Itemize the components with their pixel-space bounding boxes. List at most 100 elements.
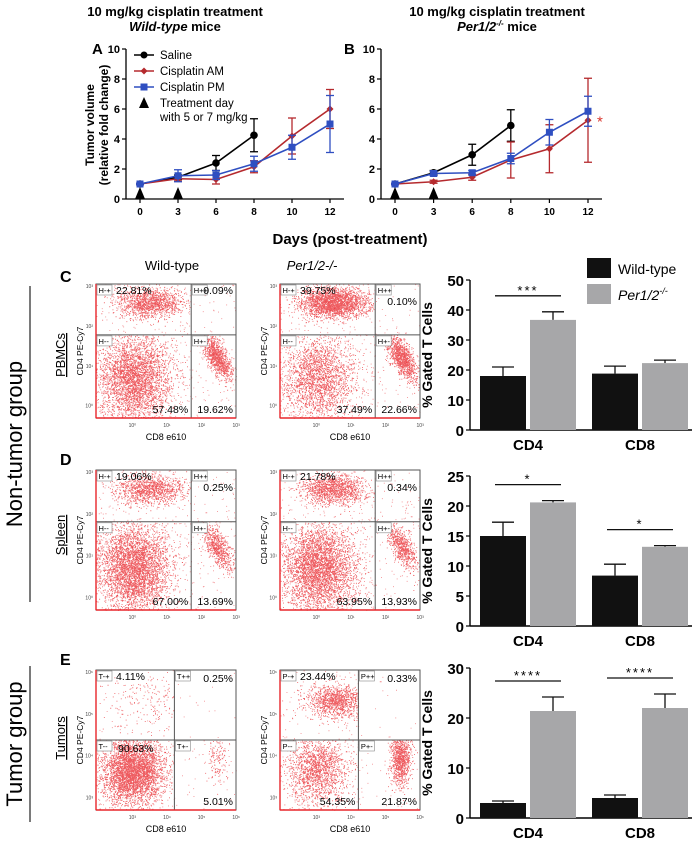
panel-letter-d: D bbox=[60, 452, 72, 469]
x-tick-label: 10⁰ bbox=[313, 615, 321, 621]
flow-event-cloud bbox=[280, 521, 374, 611]
series-line-cisplatin-am bbox=[139, 108, 331, 185]
y-tick-label: 30 bbox=[447, 661, 464, 678]
x-tick-label: 12 bbox=[324, 207, 336, 218]
bar-y-axis-label: % Gated T Cells bbox=[419, 690, 435, 796]
flow-plot-per1-2-: H-+ H++ H-- H+- 21.78% 0.34% 63.95% 13.93% 10³ 10… bbox=[259, 469, 424, 621]
y-tick-label: 10² bbox=[270, 324, 278, 330]
flow-event-cloud bbox=[384, 740, 418, 804]
gate-tag-box bbox=[375, 284, 392, 296]
flow-event-cloud bbox=[281, 284, 376, 329]
y-tick-label: 10³ bbox=[270, 795, 278, 801]
y-tick-label: 6 bbox=[114, 104, 120, 116]
x-tick-label: 10² bbox=[198, 423, 206, 429]
gate-tag-box bbox=[96, 522, 113, 534]
y-tick-label: 10⁴ bbox=[269, 754, 277, 760]
flow-event-cloud bbox=[380, 522, 421, 591]
gate-percent-ur: 0.25% bbox=[203, 673, 233, 685]
x-tick-label: 3 bbox=[431, 207, 437, 218]
y-tick-label: 10¹ bbox=[270, 554, 278, 560]
gate-tag-box bbox=[375, 335, 392, 347]
gate-percent-ll: 54.35% bbox=[320, 796, 356, 808]
x-tick-label: 10³ bbox=[417, 423, 425, 429]
y-tick-label: 15 bbox=[447, 529, 464, 546]
gate-tag-box bbox=[175, 670, 191, 682]
flow-event-cloud bbox=[101, 284, 192, 327]
x-tick-label: 10¹ bbox=[347, 423, 355, 429]
gate-tag-label: H-+ bbox=[283, 472, 296, 481]
flow-x-axis-label: CD8 e610 bbox=[146, 432, 187, 442]
x-tick-label: 10⁶ bbox=[232, 815, 240, 821]
x-tick-label: 10² bbox=[382, 423, 390, 429]
flow-event-cloud bbox=[197, 521, 236, 578]
gate-tag-label: H+- bbox=[194, 337, 207, 346]
line-shared-xlabel: Days (post-treatment) bbox=[272, 231, 427, 248]
y-tick-label: 10¹ bbox=[86, 364, 94, 370]
x-tick-label: 8 bbox=[508, 207, 514, 218]
y-tick-label: 20 bbox=[447, 363, 464, 380]
line-chart-b: 0 2 4 6 8 10 0 3 6 8 10 12 * bbox=[363, 44, 603, 218]
gate-percent-ur: 0.34% bbox=[387, 482, 417, 494]
tumor-group-label: Tumor group bbox=[2, 681, 27, 806]
x-tick-label: 10⁵ bbox=[198, 815, 206, 821]
bar-y-axis-label: % Gated T Cells bbox=[419, 498, 435, 604]
non-tumor-group-label: Non-tumor group bbox=[2, 361, 27, 527]
gate-tag-label: T++ bbox=[177, 672, 191, 681]
y-tick-label: 20 bbox=[447, 499, 464, 516]
x-tick-label: CD4 bbox=[513, 633, 544, 650]
data-point bbox=[468, 169, 476, 177]
y-tick-label: 10² bbox=[86, 512, 94, 518]
row-label-spleen: Spleen bbox=[53, 515, 68, 555]
y-tick-label: 10 bbox=[447, 393, 464, 410]
flow-y-axis-label: CD4 PE-Cy7 bbox=[259, 326, 269, 375]
gate-percent-ll: 63.95% bbox=[337, 596, 373, 608]
gate-tag-box bbox=[191, 470, 208, 482]
bar-cd4-per12 bbox=[530, 502, 576, 626]
gate-percent-ll: 90.63% bbox=[118, 743, 154, 755]
data-point bbox=[391, 180, 399, 188]
data-point bbox=[288, 143, 296, 151]
gate-tag-label: H-- bbox=[99, 337, 110, 346]
x-tick-label: 12 bbox=[582, 207, 594, 218]
flow-cytometry-rows: C PBMCs H-+ H++ H-- H+- 22.81% 0.09% 57.48% 19.62… bbox=[53, 269, 424, 834]
gate-percent-ul: 21.78% bbox=[300, 471, 336, 483]
bar-chart-e: 0 10 20 30 CD4 **** CD8 **** % Gated T Cells bbox=[419, 661, 692, 842]
x-tick-label: 6 bbox=[469, 207, 475, 218]
legend-label: Saline bbox=[160, 50, 192, 62]
data-point bbox=[545, 145, 553, 153]
legend-label: with 5 or 7 mg/kg bbox=[159, 112, 248, 124]
gate-percent-ur: 0.10% bbox=[387, 296, 417, 308]
row-label-tumors: Tumors bbox=[53, 716, 68, 760]
data-point bbox=[136, 180, 144, 188]
y-tick-label: 0 bbox=[456, 811, 464, 828]
y-tick-label: 10⁰ bbox=[85, 595, 93, 601]
gate-tag-box bbox=[191, 335, 208, 347]
y-tick-label: 10³ bbox=[86, 795, 94, 801]
gate-tag-label: H+- bbox=[378, 337, 391, 346]
y-tick-label: 0 bbox=[369, 194, 375, 206]
gate-tag-label: H-- bbox=[283, 524, 294, 533]
flow-event-cloud bbox=[280, 740, 359, 811]
gate-tag-label: H++ bbox=[194, 286, 209, 295]
legend-label: Treatment day bbox=[160, 98, 234, 110]
bar-cd4-wildtype bbox=[480, 536, 526, 626]
flow-x-axis-label: CD8 e610 bbox=[146, 824, 187, 834]
y-tick-label: 5 bbox=[456, 589, 464, 606]
gate-percent-lr: 21.87% bbox=[381, 796, 417, 808]
flow-y-axis-label: CD4 PE-Cy7 bbox=[75, 326, 85, 375]
y-tick-label: 10⁰ bbox=[85, 404, 93, 410]
y-tick-label: 10² bbox=[86, 324, 94, 330]
y-tick-label: 10⁰ bbox=[269, 595, 277, 601]
flow-col-title-wildtype: Wild-type bbox=[145, 258, 199, 273]
gate-tag-box bbox=[191, 284, 208, 296]
gate-percent-lr: 22.66% bbox=[381, 404, 417, 416]
x-tick-label: 10³ bbox=[129, 815, 137, 821]
gate-tag-box bbox=[359, 740, 375, 752]
data-point bbox=[250, 131, 258, 140]
x-tick-label: 10² bbox=[198, 615, 206, 621]
y-tick-label: 10³ bbox=[86, 470, 94, 476]
flow-event-cloud bbox=[280, 335, 376, 419]
y-tick-label: 10⁵ bbox=[269, 712, 277, 718]
gate-percent-ul: 4.11% bbox=[116, 671, 145, 683]
flow-event-cloud bbox=[196, 334, 237, 392]
